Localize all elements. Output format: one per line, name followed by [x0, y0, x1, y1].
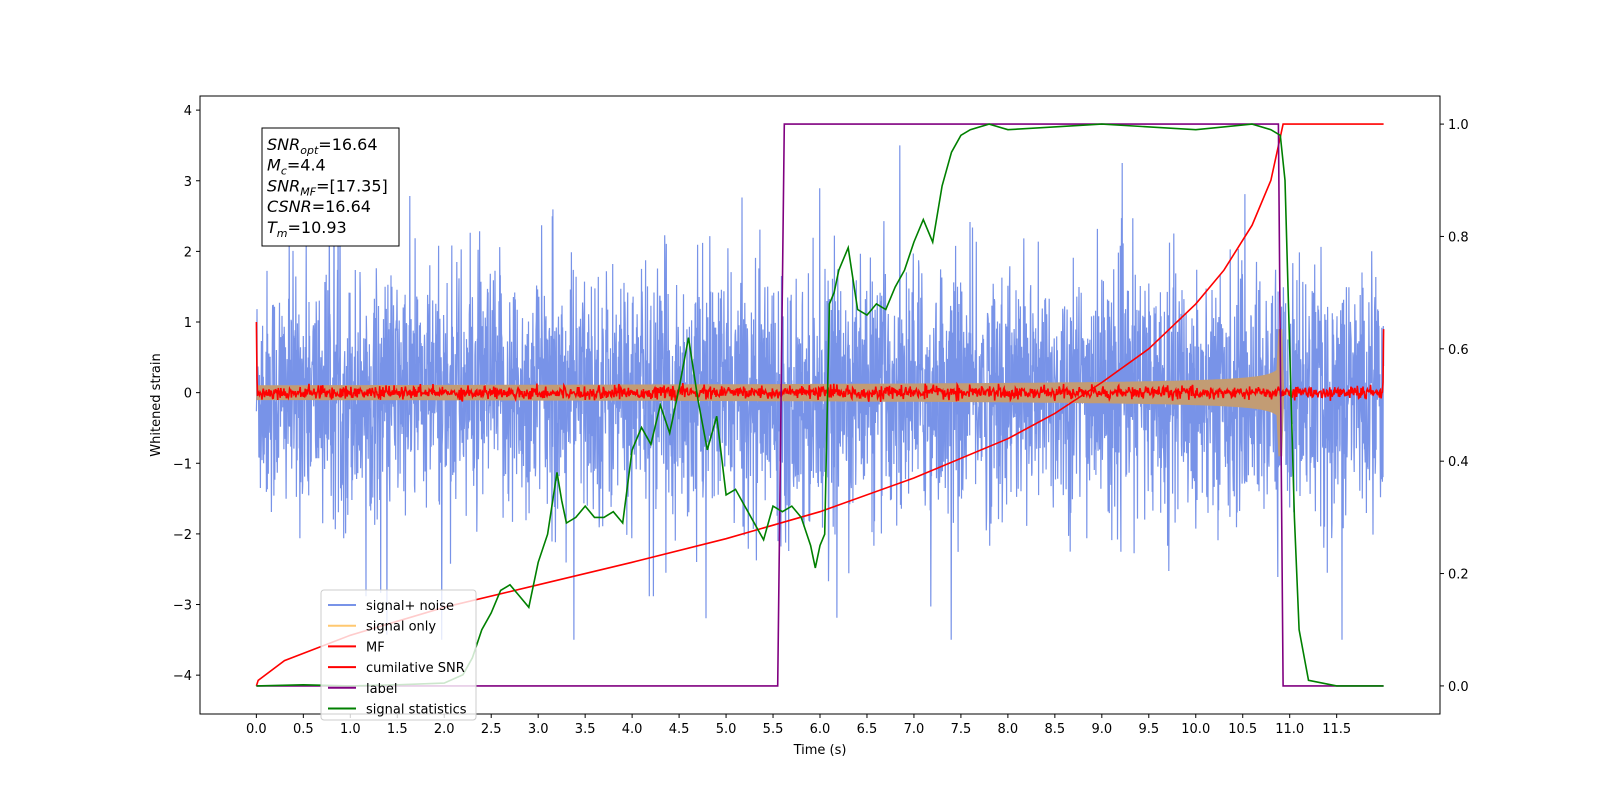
- y-tick-label: −2: [173, 528, 192, 543]
- x-tick-label: 3.5: [575, 722, 596, 737]
- annotation-line: CSNR=16.64: [267, 197, 371, 216]
- series-signal-statistics: [256, 123, 1384, 687]
- y2-axis-ticks: 0.0 0.2 0.4 0.6 0.8 1.0: [1440, 118, 1469, 695]
- series-label: [256, 123, 1384, 687]
- x-tick-label: 8.0: [998, 722, 1019, 737]
- x-tick-label: 4.0: [622, 722, 643, 737]
- x-tick-label: 10.5: [1228, 722, 1257, 737]
- x-tick-label: 7.0: [904, 722, 925, 737]
- x-tick-label: 1.0: [340, 722, 361, 737]
- y2-tick-label: 0.0: [1448, 680, 1469, 695]
- y-tick-label: 3: [184, 175, 192, 190]
- x-axis-label: Time (s): [793, 743, 847, 758]
- x-tick-label: 11.5: [1322, 722, 1351, 737]
- x-tick-label: 0.5: [293, 722, 314, 737]
- x-tick-label: 4.5: [669, 722, 690, 737]
- x-tick-label: 10.0: [1181, 722, 1210, 737]
- annotation-box-frame: [261, 127, 400, 247]
- x-tick-label: 2.0: [434, 722, 455, 737]
- legend-entry-label: label: [366, 682, 397, 697]
- y2-tick-label: 1.0: [1448, 118, 1469, 133]
- y-tick-label: 1: [184, 316, 192, 331]
- annotation-line: Mc=4.4: [267, 156, 326, 178]
- legend-frame: [320, 589, 477, 721]
- x-tick-label: 2.5: [481, 722, 502, 737]
- y2-tick-label: 0.6: [1448, 343, 1469, 358]
- annotation-line: SNRMF=[17.35]: [267, 176, 388, 198]
- legend: signal+ noise signal only MF cumilative SNR…: [320, 589, 477, 721]
- x-tick-label: 11.0: [1275, 722, 1304, 737]
- x-axis-ticks: 0.0 0.5 1.0 1.5 2.0 2.5 3.0 3.5 4.0 4.5 5.0 5.5 6.0 6…: [246, 714, 1351, 737]
- x-tick-label: 3.0: [528, 722, 549, 737]
- x-tick-label: 5.0: [716, 722, 737, 737]
- legend-entry-label: MF: [366, 640, 385, 655]
- x-tick-label: 6.0: [810, 722, 831, 737]
- y-tick-label: −4: [173, 669, 192, 684]
- x-tick-label: 7.5: [951, 722, 972, 737]
- y-tick-label: 0: [184, 387, 192, 402]
- legend-entry-label: signal statistics: [366, 703, 467, 718]
- x-tick-label: 0.0: [246, 722, 267, 737]
- y-tick-label: −3: [173, 599, 192, 614]
- y2-tick-label: 0.4: [1448, 455, 1469, 470]
- y2-tick-label: 0.8: [1448, 230, 1469, 245]
- y-axis-ticks: −4 −3 −2 −1 0 1 2 3 4: [173, 104, 200, 684]
- legend-entry-label: cumilative SNR: [366, 661, 465, 676]
- legend-entry-label: signal only: [366, 620, 436, 635]
- annotation-line: Tm=10.93: [267, 218, 347, 240]
- x-tick-label: 9.0: [1091, 722, 1112, 737]
- x-tick-label: 6.5: [857, 722, 878, 737]
- y-axis-label: Whitened strain: [149, 353, 164, 456]
- y2-tick-label: 0.2: [1448, 568, 1469, 583]
- legend-entry-label: signal+ noise: [366, 599, 454, 614]
- y-tick-label: 4: [184, 104, 192, 119]
- x-tick-label: 5.5: [763, 722, 784, 737]
- y-tick-label: 2: [184, 245, 192, 260]
- x-tick-label: 1.5: [387, 722, 408, 737]
- x-tick-label: 9.5: [1138, 722, 1159, 737]
- annotation-line: SNRopt=16.64: [267, 135, 378, 157]
- series-mf: [255, 321, 1385, 403]
- x-tick-label: 8.5: [1045, 722, 1066, 737]
- y-tick-label: −1: [173, 457, 192, 472]
- snr-annotation-box: SNRopt=16.64Mc=4.4SNRMF=[17.35]CSNR=16.6…: [261, 127, 400, 247]
